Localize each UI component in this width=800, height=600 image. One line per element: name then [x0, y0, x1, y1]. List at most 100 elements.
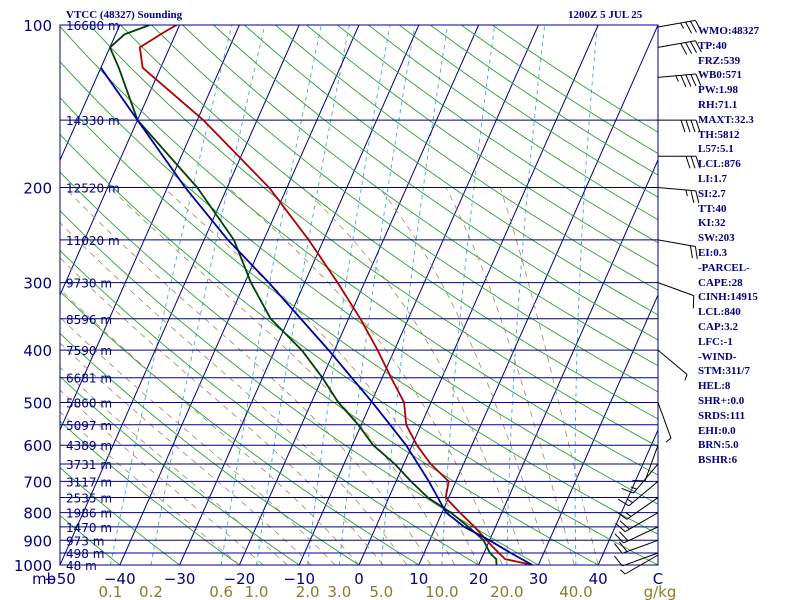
mixing-ratio-tick-label: 0.2 — [139, 583, 163, 600]
height-label: 9730 m — [66, 277, 112, 291]
wind-barb-staff — [657, 73, 696, 78]
pressure-tick-label: 1000 — [14, 557, 52, 575]
wind-barb-flag — [694, 246, 698, 260]
wind-barb-staff — [657, 239, 696, 247]
wind-barb-flag — [685, 156, 691, 169]
temperature-axis: −50 −40 −30 −20 −10 0 10 20 30 40 C — [44, 570, 663, 588]
mixing-ratio-tick-label: 0.1 — [98, 583, 122, 600]
wind-barb-staff — [657, 187, 696, 192]
height-label: 5097 m — [66, 419, 112, 433]
index-item: EI:0.3 — [698, 246, 728, 259]
wind-barb-flag — [680, 119, 686, 133]
wind-barb-flag — [614, 555, 623, 567]
index-item: SRDS:111 — [698, 409, 746, 422]
pressure-tick-label: 900 — [23, 532, 52, 550]
wind-barb-staff — [622, 539, 659, 554]
wind-barb-flag — [616, 511, 628, 520]
pressure-tick-label: 400 — [23, 342, 52, 360]
pressure-tick-label: 100 — [23, 17, 52, 35]
isotherms — [60, 25, 658, 565]
index-item: EHI:0.0 — [698, 424, 736, 437]
isotherm — [418, 25, 658, 565]
wind-barb — [657, 187, 700, 204]
index-item: LI:1.7 — [698, 172, 728, 185]
temperature-tick-label: −20 — [224, 570, 256, 588]
wind-barb — [621, 463, 659, 494]
wind-barb — [615, 512, 659, 533]
height-label: 7590 m — [66, 344, 112, 358]
height-label: 11020 m — [66, 234, 120, 248]
wind-barb — [614, 539, 659, 554]
wind-barb-flag — [619, 531, 629, 542]
height-labels: 16680 m 14330 m 12520 m 11020 m 9730 m 8596 m… — [66, 19, 120, 573]
temperature-tick-label: −10 — [283, 570, 315, 588]
wind-barb-staff — [624, 512, 659, 533]
temperature-line — [138, 25, 533, 565]
temperature-tick-label: 40 — [589, 570, 608, 588]
wind-barb-staff — [628, 480, 659, 507]
wind-barb-staff — [624, 554, 659, 575]
mixing-ratio-line — [441, 25, 496, 565]
mixing-ratio-line — [574, 25, 598, 565]
wind-barb-half-flag — [665, 437, 672, 443]
height-label: 8596 m — [66, 313, 112, 327]
mixing-ratio-tick-label: 2.0 — [296, 583, 320, 600]
temperature-tick-label: −40 — [104, 570, 136, 588]
pressure-tick-label: 300 — [23, 275, 52, 293]
isotherm — [238, 25, 480, 565]
index-item: TT:40 — [698, 202, 727, 215]
index-item: SW:203 — [698, 232, 735, 245]
index-item: STM:311/7 — [698, 365, 750, 378]
wind-barb — [657, 73, 702, 88]
wind-barb-staff — [623, 526, 659, 544]
wind-barb-flag — [614, 533, 624, 544]
wind-barb-flag — [685, 21, 693, 34]
wind-barb-flag — [694, 40, 702, 53]
isotherm — [60, 25, 300, 565]
wind-barb — [657, 282, 695, 309]
index-item: L57:5.1 — [698, 143, 734, 156]
index-item: WB0:571 — [698, 69, 742, 82]
height-label: 3117 m — [66, 475, 112, 489]
wind-barb-half-flag — [675, 75, 679, 82]
wind-barb — [620, 554, 659, 575]
wind-barb-staff — [622, 552, 659, 567]
mixing-ratio-tick-label: 20.0 — [490, 583, 523, 600]
mixing-ratio-tick-label: 1.0 — [245, 583, 269, 600]
pressure-tick-label: 600 — [23, 437, 52, 455]
wind-barb-flag — [614, 543, 623, 554]
moist-adiabat — [228, 187, 503, 565]
mixing-ratio-tick-label: 10.0 — [425, 583, 458, 600]
index-item: -WIND- — [698, 350, 737, 363]
wind-barb-flag — [619, 520, 630, 530]
moist-adiabat — [302, 187, 527, 565]
moist-adiabat — [499, 187, 599, 565]
index-item: LCL:876 — [698, 158, 741, 171]
wind-barb-flag — [690, 245, 693, 259]
wind-barb-flag — [695, 190, 700, 204]
height-label: 4389 m — [66, 439, 112, 453]
plot-area — [60, 25, 658, 565]
wind-barb-flag — [685, 42, 693, 54]
mixing-ratio-unit-label: g/kg — [644, 583, 677, 600]
index-item: FRZ:539 — [698, 54, 741, 67]
index-item: BSHR:6 — [698, 454, 738, 467]
isobars — [60, 25, 658, 565]
wind-barb — [658, 119, 701, 133]
wind-barb-flag — [695, 73, 702, 86]
parcel-line — [100, 67, 533, 565]
moist-adiabat — [60, 257, 384, 565]
dry-adiabat — [60, 61, 658, 505]
index-item: TP:40 — [698, 39, 727, 52]
isotherm — [358, 25, 599, 565]
wind-barb-flag — [690, 21, 697, 33]
height-label: 3731 m — [66, 458, 112, 472]
wind-barb-staff — [657, 349, 688, 375]
index-item: TH:5812 — [698, 128, 740, 141]
dry-adiabat — [60, 290, 420, 565]
height-label: 2535 m — [66, 492, 112, 506]
index-item: -PARCEL- — [698, 261, 750, 274]
plot-frame — [59, 24, 659, 566]
